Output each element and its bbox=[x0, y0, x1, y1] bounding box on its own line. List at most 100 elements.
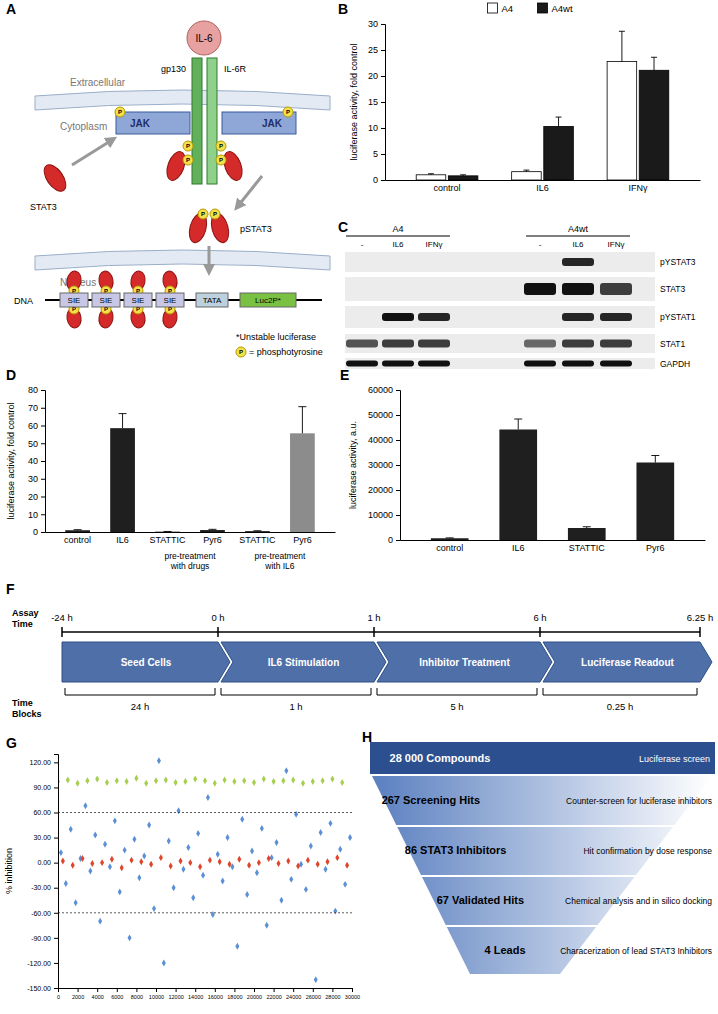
tick-mark bbox=[396, 465, 400, 466]
bar bbox=[544, 126, 574, 180]
point bbox=[296, 863, 300, 870]
tick: IFNγ bbox=[628, 183, 647, 193]
point bbox=[333, 908, 337, 915]
row-label: pYSTAT3 bbox=[660, 257, 696, 267]
tick: 50 bbox=[28, 439, 45, 449]
tick-label: 26000 bbox=[306, 994, 321, 1000]
axis: controlIL6STATTICPyr6STATTICPyr6 bbox=[46, 533, 336, 546]
time-tick bbox=[373, 627, 375, 637]
tick: 0 bbox=[33, 527, 45, 537]
phospho bbox=[216, 155, 226, 165]
error-bars bbox=[428, 31, 657, 176]
tick-mark bbox=[274, 988, 275, 992]
tick: STATTIC bbox=[569, 543, 606, 553]
tick-label: 4000 bbox=[92, 994, 104, 1000]
tick-label: 18000 bbox=[227, 994, 242, 1000]
group-underline bbox=[346, 236, 450, 237]
point bbox=[260, 825, 264, 832]
tick: 10 bbox=[368, 123, 385, 133]
time-tick bbox=[61, 627, 63, 637]
point bbox=[142, 852, 146, 859]
band bbox=[418, 313, 450, 321]
point bbox=[345, 862, 349, 869]
compartment-label: Extracellular bbox=[70, 77, 126, 88]
stage-label: 67 Validated Hits bbox=[437, 894, 524, 906]
tick-mark bbox=[396, 390, 400, 391]
bar bbox=[200, 530, 225, 532]
point bbox=[186, 844, 190, 851]
label-line: pre-treatment bbox=[164, 551, 216, 561]
tick-label: 30 bbox=[28, 474, 38, 484]
tick-mark bbox=[156, 988, 157, 992]
axis: 0200040006000800010000120001400016000180… bbox=[57, 988, 360, 1000]
point bbox=[330, 776, 334, 783]
promoter-box bbox=[60, 293, 88, 307]
panel-label: E bbox=[340, 367, 349, 383]
bar bbox=[110, 428, 135, 532]
tick-mark bbox=[54, 963, 58, 964]
point bbox=[343, 881, 347, 888]
diagram-a: ExtracellularCytoplasmNucleusJAKJAKgp130… bbox=[14, 21, 330, 357]
phospho-label: P bbox=[186, 157, 190, 163]
point bbox=[169, 863, 173, 870]
point bbox=[338, 846, 342, 853]
stat3 bbox=[97, 307, 114, 329]
tick-label: 20000 bbox=[368, 485, 393, 495]
point bbox=[196, 830, 200, 837]
error-bar bbox=[651, 456, 659, 463]
step-label: Luciferase Readout bbox=[581, 657, 674, 668]
tick-label: -60.00 bbox=[31, 910, 51, 917]
tick: 80 bbox=[28, 385, 45, 395]
jak-box bbox=[116, 112, 190, 134]
label-line: Time bbox=[12, 698, 33, 708]
point bbox=[221, 878, 225, 885]
jak-label: JAK bbox=[130, 118, 151, 129]
tick: 20000 bbox=[368, 485, 400, 495]
label-line: Blocks bbox=[12, 709, 42, 719]
tick: 30000 bbox=[368, 460, 400, 470]
time-label: 6.25 h bbox=[687, 612, 713, 623]
label-line: with IL6 bbox=[264, 561, 295, 571]
point bbox=[208, 857, 212, 864]
point bbox=[76, 780, 80, 787]
tick: 50000 bbox=[368, 410, 400, 420]
tick-label: 28000 bbox=[325, 994, 340, 1000]
tick-mark bbox=[41, 532, 45, 533]
stage-description: Characerization of lead STAT3 Inhibitors bbox=[560, 946, 712, 956]
point bbox=[198, 863, 202, 870]
time-tick bbox=[539, 627, 541, 637]
chart: 0100002000030000400005000060000controlIL… bbox=[348, 385, 706, 553]
axis-title: AssayTime bbox=[12, 608, 39, 629]
error-bar bbox=[514, 419, 522, 430]
point bbox=[132, 836, 136, 843]
promoter-box bbox=[240, 293, 296, 307]
tick: IL6 bbox=[512, 543, 525, 553]
axis-title: luciferase activity, fold control bbox=[349, 44, 359, 161]
point bbox=[226, 834, 230, 841]
tick: 14000 bbox=[188, 988, 203, 1000]
axis-title: % inhibition bbox=[4, 848, 14, 894]
tick-mark bbox=[381, 24, 385, 25]
error-bar bbox=[651, 57, 657, 70]
point bbox=[242, 777, 246, 784]
band bbox=[524, 313, 556, 321]
bar bbox=[639, 70, 669, 180]
tick-label: 20000 bbox=[247, 994, 262, 1000]
band bbox=[346, 283, 378, 295]
axis-line bbox=[381, 25, 386, 181]
band bbox=[562, 313, 594, 321]
tick: control bbox=[436, 543, 463, 553]
receptor bbox=[207, 58, 217, 184]
tick: 25 bbox=[368, 45, 385, 55]
stat3-label: STAT3 bbox=[30, 202, 57, 212]
lane-label: IL6 bbox=[392, 240, 404, 249]
stage-label: 28 000 Compounds bbox=[390, 752, 491, 764]
blot-strip bbox=[345, 252, 655, 272]
point bbox=[120, 864, 124, 871]
error-bar bbox=[208, 529, 216, 531]
tick: 26000 bbox=[306, 988, 321, 1000]
point bbox=[284, 767, 288, 774]
duration-label: 24 h bbox=[131, 701, 150, 712]
error-bar bbox=[556, 117, 562, 126]
tick-mark bbox=[117, 988, 118, 992]
